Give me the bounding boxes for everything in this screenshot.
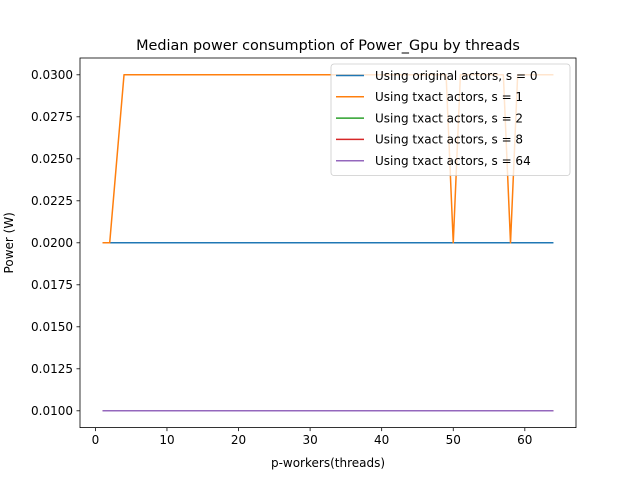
- y-axis: 0.0100 0.0125 0.0150 0.0175 0.0200 0.0225 0.02…: [31, 68, 80, 418]
- x-tick-label: 20: [231, 433, 246, 447]
- legend-label: Using txact actors, s = 1: [375, 90, 523, 104]
- legend-label: Using txact actors, s = 64: [375, 154, 531, 168]
- y-tick-label: 0.0225: [31, 194, 73, 208]
- y-axis-label: Power (W): [2, 212, 16, 273]
- x-tick-label: 30: [302, 433, 317, 447]
- y-tick-label: 0.0300: [31, 68, 73, 82]
- y-tick-label: 0.0150: [31, 320, 73, 334]
- legend-box: [330, 63, 571, 176]
- x-tick-label: 10: [159, 433, 174, 447]
- y-tick-label: 0.0275: [31, 110, 73, 124]
- x-axis-label: p-workers(threads): [271, 456, 385, 470]
- y-tick-label: 0.0175: [31, 278, 73, 292]
- legend-label: Using txact actors, s = 8: [375, 133, 523, 147]
- x-tick-label: 0: [92, 433, 100, 447]
- y-tick-label: 0.0250: [31, 152, 73, 166]
- x-axis: 0 10 20 30 40 50 60: [92, 427, 532, 447]
- x-tick-label: 50: [446, 433, 461, 447]
- legend: Using original actors, s = 0 Using txact …: [330, 63, 571, 176]
- x-tick-label: 40: [374, 433, 389, 447]
- y-tick-label: 0.0125: [31, 362, 73, 376]
- legend-label: Using txact actors, s = 2: [375, 111, 523, 125]
- x-tick-label: 60: [517, 433, 532, 447]
- y-tick-label: 0.0100: [31, 404, 73, 418]
- y-tick-label: 0.0200: [31, 236, 73, 250]
- chart-title: Median power consumption of Power_Gpu by…: [136, 38, 520, 54]
- legend-label: Using original actors, s = 0: [375, 69, 537, 83]
- axes-frame: [79, 57, 577, 429]
